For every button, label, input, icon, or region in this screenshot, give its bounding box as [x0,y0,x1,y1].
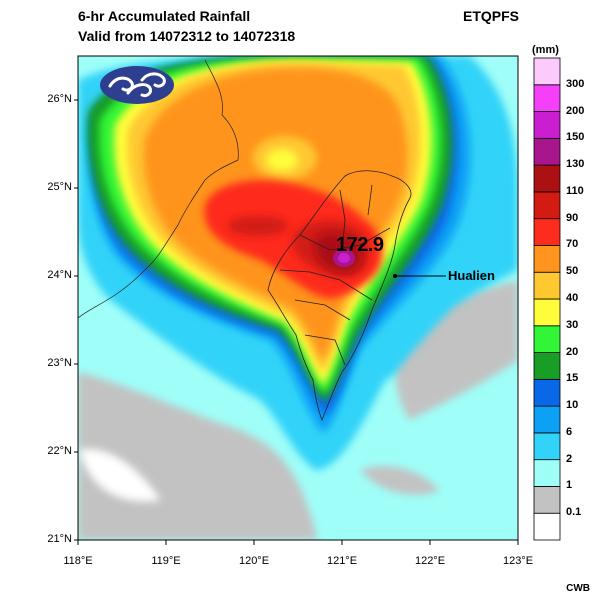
legend-swatch [533,378,561,407]
lon-label: 122°E [414,555,446,567]
valid-time: Valid from 14072312 to 14072318 [78,28,296,44]
legend-swatch [533,271,561,300]
lon-label: 120°E [238,555,270,567]
cwb-cloud-logo-icon [100,66,174,104]
legend-swatch [533,298,561,327]
axis-ticks [74,99,519,545]
legend-level-label: 6 [566,425,573,438]
legend-swatch [533,191,561,220]
rainfall-field [78,56,518,540]
lat-label: 23°N [47,357,72,369]
legend-color-bar [533,57,561,541]
legend-level-label: 40 [566,292,579,304]
legend-swatch [533,137,561,166]
legend-level-label: 50 [566,265,579,278]
city-label-hualien: Hualien [448,268,495,283]
band-200mm [338,253,350,263]
legend-swatch [533,432,561,461]
legend-level-label: 30 [566,318,579,331]
lon-label: 123°E [502,555,534,567]
legend-level-label: 150 [566,131,585,144]
lon-label: 121°E [326,555,358,567]
legend-level-label: 15 [566,372,579,385]
chart-title: 6-hr Accumulated Rainfall [78,8,251,24]
legend-unit: (mm) [532,44,559,56]
lon-label: 119°E [151,555,181,567]
lat-label: 24°N [47,269,72,281]
legend-swatch [533,164,561,193]
legend-level-label: 90 [566,211,579,224]
legend-level-label: 20 [566,345,579,358]
lat-label: 25°N [47,181,72,193]
legend-level-label: 200 [566,104,585,117]
legend-swatch [533,57,561,86]
china-coastline [78,59,239,319]
legend-swatch [533,84,561,112]
band-40mm-inner [266,149,298,171]
legend-level-label: 1 [566,479,573,492]
hualien-marker [393,274,397,278]
credit-label: CWB [566,583,590,594]
legend-swatch [533,486,561,514]
lat-label: 26°N [47,93,72,105]
legend-swatch [533,405,561,434]
max-rainfall-value: 172.9 [336,234,384,256]
map-frame [77,55,519,541]
legend-level-label: 130 [566,158,585,171]
legend-swatch [533,459,561,487]
taiwan-outline [267,170,412,422]
legend-level-label: 110 [566,184,584,197]
legend-swatch [533,245,561,273]
lat-label: 22°N [47,445,72,457]
legend-level-label: 300 [566,77,585,90]
legend-level-label: 70 [566,238,579,251]
legend-level-label: 2 [566,452,573,465]
legend-swatch [533,111,561,139]
legend-level-label: 10 [566,399,579,412]
model-name: ETQPFS [463,8,520,24]
legend-swatch [533,218,561,246]
legend-swatch [533,325,561,353]
legend-swatch [533,512,561,541]
legend-swatch [533,352,561,380]
lon-label: 118°E [63,555,93,567]
lat-label: 21°N [47,533,72,545]
legend-level-label: 0.1 [566,506,582,519]
